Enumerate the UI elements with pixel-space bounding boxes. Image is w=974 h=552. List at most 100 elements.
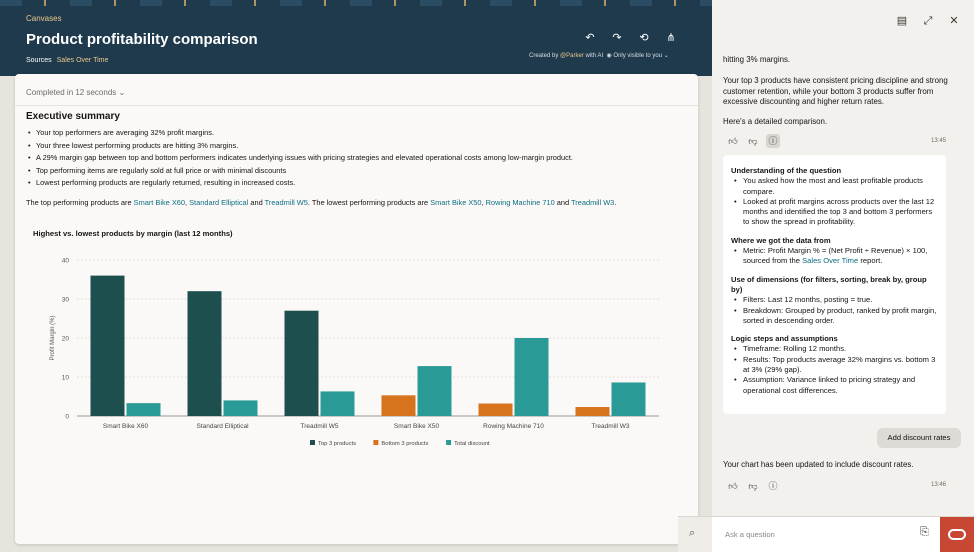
chevron-down-icon[interactable]: ⌄ xyxy=(663,53,669,59)
source-link[interactable]: Sales Over Time xyxy=(802,256,859,266)
section-heading: Where we got the data from xyxy=(731,235,831,245)
perf-text: , xyxy=(481,198,484,207)
list-item: Looked at profit margins across products… xyxy=(731,197,938,228)
x-tick-label: Smart Bike X50 xyxy=(394,423,440,430)
history-icon[interactable]: ⟲ xyxy=(639,32,649,44)
message-paragraph: Your chart has been updated to include d… xyxy=(723,460,914,469)
canvas-header: Canvases Product profitability compariso… xyxy=(0,0,712,76)
section-heading: Logic steps and assumptions xyxy=(731,334,838,344)
canvas-area: Canvases Product profitability compariso… xyxy=(0,0,712,552)
summary-bullet: Your three lowest performing products ar… xyxy=(26,140,573,153)
created-user[interactable]: @Parker xyxy=(560,53,584,59)
product-link-treadmill-w5[interactable]: Treadmill W5 xyxy=(264,198,308,207)
x-tick-label: Standard Elliptical xyxy=(196,423,249,430)
sources-link[interactable]: Sales Over Time xyxy=(56,57,109,64)
detail-card: Understanding of the question You asked … xyxy=(723,155,946,414)
message-paragraph: Here's a detailed comparison. xyxy=(723,117,828,126)
chart-title: Highest vs. lowest products by margin (l… xyxy=(33,229,233,238)
message-paragraph: Your top 3 products have consistent pric… xyxy=(723,76,948,107)
legend-entry: Bottom 3 products xyxy=(381,441,428,447)
close-icon[interactable]: ✕ xyxy=(949,15,959,27)
y-tick-label: 0 xyxy=(65,414,69,421)
created-prefix: Created by xyxy=(529,53,559,59)
summary-bullet: Your top performers are averaging 32% pr… xyxy=(26,127,573,140)
legend-entry: Top 3 products xyxy=(318,441,356,447)
expand-icon[interactable]: ⤢ xyxy=(923,15,933,27)
section-list: Filters: Last 12 months, posting = true.… xyxy=(731,295,938,326)
visibility-label[interactable]: Only visible to you xyxy=(613,53,663,59)
bar-total-discount xyxy=(223,400,258,416)
feedback-row: 👍︎ 👎︎ ⓘ xyxy=(726,479,780,493)
created-suffix: with AI xyxy=(585,53,604,59)
perf-text: . The lowest performing products are xyxy=(307,198,429,207)
perf-text: and xyxy=(250,198,263,207)
perf-text: . xyxy=(614,198,617,207)
bar-total-discount xyxy=(126,403,161,416)
thumbs-down-icon[interactable]: 👎︎ xyxy=(748,136,758,146)
panel-toolbar: ▤ ⤢ ✕ xyxy=(896,15,960,27)
list-item: You asked how the most and least profita… xyxy=(731,176,938,197)
info-icon[interactable]: ⓘ xyxy=(766,134,780,148)
share-icon[interactable]: ⋔ xyxy=(666,32,676,44)
summary-list: Your top performers are averaging 32% pr… xyxy=(26,127,573,190)
bar-top-3-products xyxy=(284,310,319,416)
summary-bullet: Top performing items are regularly sold … xyxy=(26,165,573,178)
ask-question-input[interactable]: Ask a question xyxy=(725,530,775,539)
divider xyxy=(15,105,698,106)
eye-icon: ◉ xyxy=(606,53,612,59)
bar-total-discount xyxy=(320,391,355,416)
assistant-button[interactable] xyxy=(940,517,974,552)
notes-icon[interactable]: ▤ xyxy=(896,15,908,27)
margin-bar-chart: 0 10 20 30 40 Profit Margin (%) Smart Bike X60… xyxy=(50,258,659,447)
product-link-smart-bike-x60[interactable]: Smart Bike X60 xyxy=(133,198,185,207)
redo-icon[interactable]: ↷ xyxy=(612,32,622,44)
page-title: Product profitability comparison xyxy=(26,31,258,48)
perf-text: , xyxy=(185,198,188,207)
y-tick-label: 20 xyxy=(62,336,70,343)
perf-text: The top performing products are xyxy=(26,198,132,207)
product-link-smart-bike-x50[interactable]: Smart Bike X50 xyxy=(430,198,482,207)
summary-bullet: A 29% margin gap between top and bottom … xyxy=(26,152,573,165)
bar-bottom-3-products xyxy=(478,403,513,416)
bar-bottom-3-products xyxy=(381,395,416,416)
y-tick-label: 40 xyxy=(62,258,70,265)
performers-sentence: The top performing products are Smart Bi… xyxy=(26,198,616,207)
list-item: Results: Top products average 32% margin… xyxy=(731,355,938,376)
completed-toggle[interactable]: Completed in 12 seconds ⌄ xyxy=(26,88,125,97)
y-axis-label: Profit Margin (%) xyxy=(50,315,56,360)
perf-text: and xyxy=(556,198,570,207)
list-item: Filters: Last 12 months, posting = true. xyxy=(731,295,938,306)
thumbs-up-icon[interactable]: 👍︎ xyxy=(728,481,738,491)
list-item: Timeframe: Rolling 12 months. xyxy=(731,344,938,355)
bar-total-discount xyxy=(514,338,549,416)
section-list: Timeframe: Rolling 12 months. Results: T… xyxy=(731,344,938,395)
undo-icon[interactable]: ↶ xyxy=(585,32,595,44)
section-list: Metric: Profit Margin % = (Net Profit ÷ … xyxy=(731,246,938,267)
list-item: Assumption: Variance linked to pricing s… xyxy=(731,375,938,396)
breadcrumb-canvases[interactable]: Canvases xyxy=(26,14,62,23)
message-timestamp: 13:46 xyxy=(930,482,946,488)
legend-swatch xyxy=(373,440,379,445)
info-icon[interactable]: ⓘ xyxy=(768,481,778,491)
search-icon: ⌕ xyxy=(689,527,696,539)
created-by-line: Created by @Parker with AI ◉ Only visibl… xyxy=(529,52,669,59)
product-link-standard-elliptical[interactable]: Standard Elliptical xyxy=(189,198,249,207)
list-item-text: report. xyxy=(860,256,883,266)
thumbs-up-icon[interactable]: 👍︎ xyxy=(728,136,738,146)
oracle-logo-icon xyxy=(948,529,966,540)
executive-summary-heading: Executive summary xyxy=(26,111,120,122)
product-link-rowing-machine-710[interactable]: Rowing Machine 710 xyxy=(485,198,555,207)
x-tick-label: Rowing Machine 710 xyxy=(483,423,544,430)
section-heading: Understanding of the question xyxy=(731,166,842,175)
add-discount-rates-button[interactable]: Add discount rates xyxy=(877,428,961,448)
x-tick-label: Smart Bike X60 xyxy=(103,423,149,430)
result-card: Completed in 12 seconds ⌄ Executive summ… xyxy=(15,74,698,544)
message-timestamp: 13:45 xyxy=(930,138,946,144)
product-link-treadmill-w3[interactable]: Treadmill W3 xyxy=(571,198,615,207)
paperclip-icon[interactable]: ⎘ xyxy=(920,526,929,538)
search-button[interactable]: ⌕ xyxy=(678,516,712,552)
thumbs-down-icon[interactable]: 👎︎ xyxy=(748,481,758,491)
legend-swatch xyxy=(310,440,315,445)
section-list: You asked how the most and least profita… xyxy=(731,176,938,227)
header-decoration xyxy=(0,0,712,6)
